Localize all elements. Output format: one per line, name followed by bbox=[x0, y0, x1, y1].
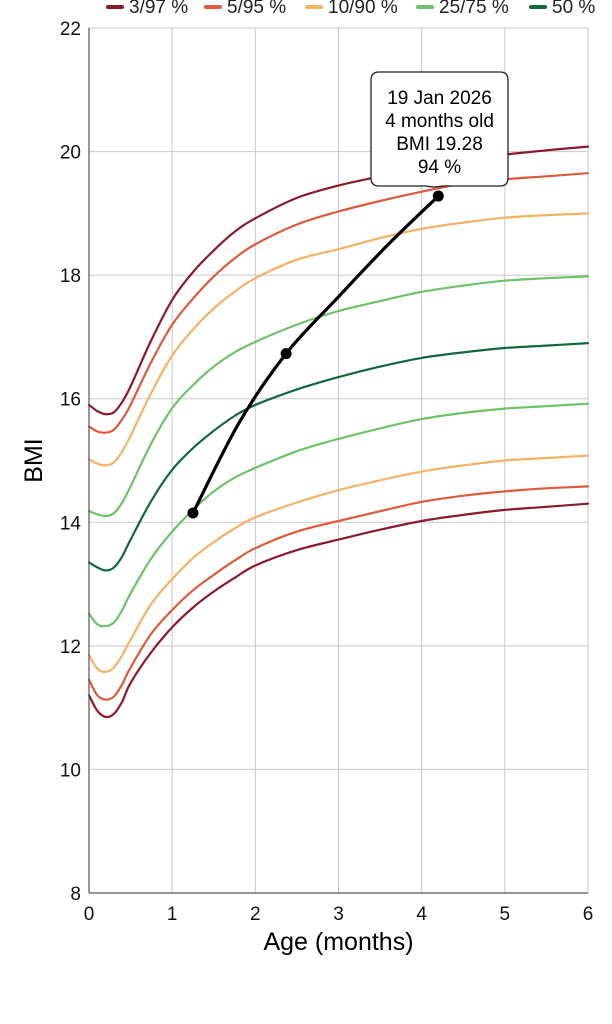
y-tick-label: 20 bbox=[60, 143, 81, 164]
x-tick-label: 3 bbox=[333, 904, 344, 925]
tooltip-age: 4 months old bbox=[385, 111, 494, 132]
percentile-line-p90 bbox=[87, 212, 590, 467]
y-tick-label: 12 bbox=[60, 637, 81, 658]
percentile-line-p50 bbox=[87, 342, 590, 572]
patient-measurements[interactable] bbox=[187, 190, 444, 519]
tooltip-percentile: 94 % bbox=[418, 157, 461, 178]
y-tick-label: 16 bbox=[60, 390, 81, 411]
x-tick-label: 2 bbox=[250, 904, 261, 925]
legend-label: 3/97 % bbox=[129, 0, 188, 18]
legend-label: 50 % bbox=[552, 0, 595, 18]
measurement-point[interactable] bbox=[280, 348, 292, 360]
x-tick-label: 5 bbox=[500, 904, 511, 925]
measurement-tooltip: 19 Jan 2026 4 months old BMI 19.28 94 % bbox=[370, 71, 509, 188]
y-tick-label: 14 bbox=[60, 513, 82, 534]
y-tick-label: 10 bbox=[60, 760, 81, 781]
percentile-line-p75 bbox=[87, 275, 590, 518]
x-axis-title: Age (months) bbox=[263, 928, 413, 956]
tooltip-date: 19 Jan 2026 bbox=[387, 88, 492, 109]
percentile-line-p10 bbox=[87, 454, 590, 673]
y-tick-label: 8 bbox=[70, 884, 81, 905]
x-tick-label: 4 bbox=[416, 904, 427, 925]
y-tick-label: 18 bbox=[60, 266, 81, 287]
x-tick-label: 0 bbox=[84, 904, 95, 925]
measurement-point[interactable] bbox=[187, 507, 199, 519]
y-tick-label: 22 bbox=[60, 19, 81, 40]
tooltip-bmi: BMI 19.28 bbox=[396, 134, 483, 155]
percentile-line-p3 bbox=[87, 502, 590, 719]
x-tick-label: 6 bbox=[583, 904, 594, 925]
percentile-line-p25 bbox=[87, 402, 590, 628]
patient-bmi-line bbox=[191, 194, 440, 515]
legend-label: 10/90 % bbox=[328, 0, 398, 18]
legend-label: 5/95 % bbox=[227, 0, 286, 18]
percentile-line-p5 bbox=[87, 485, 590, 701]
legend-label: 25/75 % bbox=[439, 0, 509, 18]
y-axis-title: BMI bbox=[20, 438, 48, 482]
chart-legend: 3/97 % 5/95 % 10/90 % 25/75 % 50 % bbox=[106, 0, 595, 18]
tooltip-box bbox=[370, 71, 509, 188]
measurement-point[interactable] bbox=[432, 190, 444, 202]
x-tick-label: 1 bbox=[167, 904, 178, 925]
